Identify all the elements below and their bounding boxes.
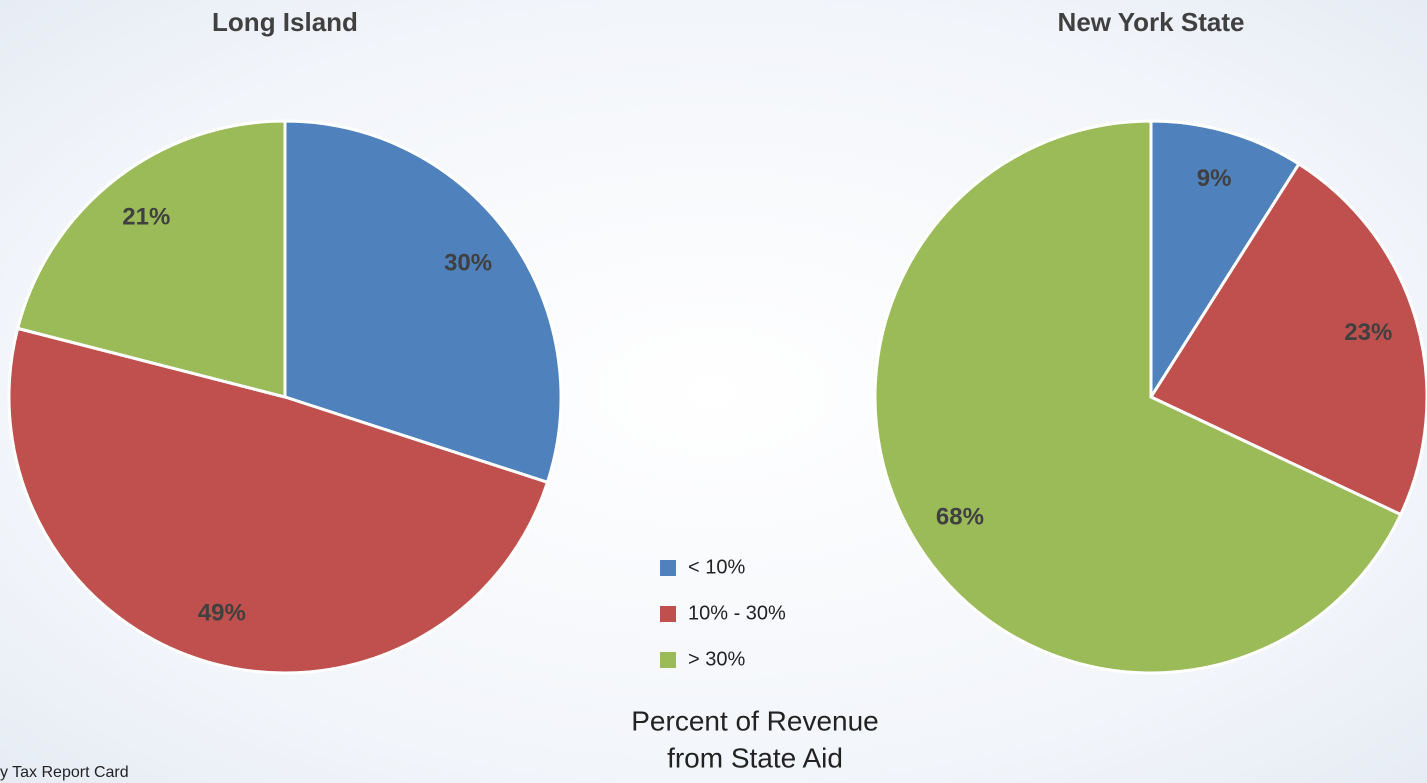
data-label: 23% xyxy=(1344,319,1392,346)
pie-slice xyxy=(873,119,1403,675)
data-label: 9% xyxy=(1197,165,1232,192)
pie-slice xyxy=(1149,119,1301,403)
legend-swatch xyxy=(660,560,676,576)
pie-title: Long Island xyxy=(212,7,358,37)
caption: from State Aid xyxy=(667,742,843,773)
legend-label: 10% - 30% xyxy=(688,602,786,624)
source: y Tax Report Card xyxy=(0,764,129,781)
caption: Percent of Revenue xyxy=(631,705,879,736)
pie-slice xyxy=(283,119,563,485)
data-label: 68% xyxy=(936,504,984,531)
pie-slice xyxy=(7,326,550,675)
pie-slice xyxy=(15,119,287,399)
pie-title: New York State xyxy=(1058,7,1245,37)
legend-label: < 10% xyxy=(688,556,745,578)
legend-swatch xyxy=(660,606,676,622)
legend-label: > 30% xyxy=(688,648,745,670)
legend-swatch xyxy=(660,652,676,668)
data-label: 30% xyxy=(444,249,492,276)
data-label: 21% xyxy=(122,204,170,231)
data-label: 49% xyxy=(198,600,246,627)
pie-slice xyxy=(1148,161,1427,517)
